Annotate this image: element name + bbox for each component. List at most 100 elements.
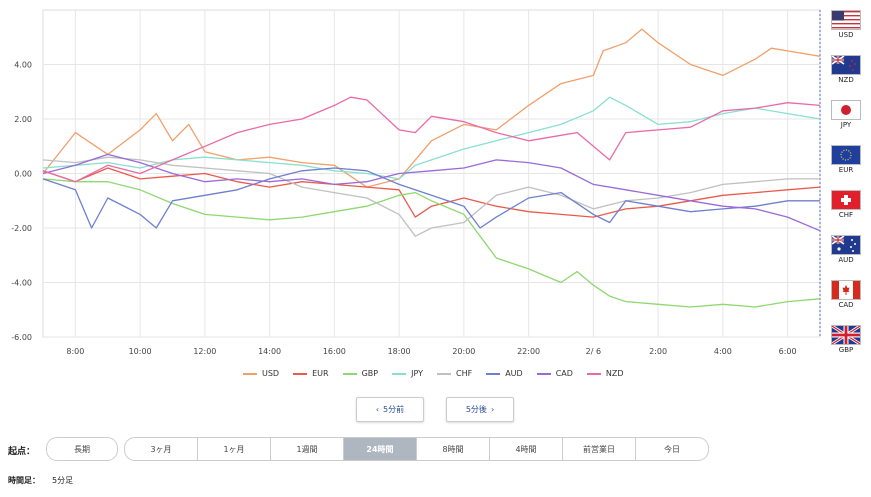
range-button-1[interactable]: 1ヶ月 [198,437,271,461]
prev-5min-label: 5分前 [383,405,405,414]
legend-label: CHF [455,369,473,378]
y-tick-label: 2.00 [14,115,32,124]
flag-label: EUR [838,166,854,174]
legend-item-nzd[interactable]: NZD [586,369,624,378]
legend-swatch [536,372,551,375]
chevron-right-icon: › [490,405,495,414]
range-button-5[interactable]: 4時間 [490,437,563,461]
legend-swatch [586,372,601,375]
flag-item-nzd[interactable]: NZD [830,55,862,85]
x-tick-label: 10:00 [129,347,152,356]
legend-label: USD [262,369,280,378]
y-tick-label: -6.00 [11,333,32,342]
legend-item-chf[interactable]: CHF [436,369,473,378]
flag-item-jpy[interactable]: JPY [830,100,862,130]
x-tick-label: 6:00 [779,347,797,356]
ch-flag-icon [830,190,862,210]
flag-label: USD [838,31,854,39]
range-button-label: 1ヶ月 [223,444,245,454]
x-tick-label: 16:00 [323,347,346,356]
x-tick-label: 12:00 [193,347,216,356]
y-axis: 4.00 2.00 0.00 -2.00 -4.00 -6.00 [11,61,32,343]
range-button-label: 3ヶ月 [150,444,172,454]
x-tick-label: 8:00 [66,347,84,356]
range-button-2[interactable]: 1週間 [271,437,344,461]
range-button-4[interactable]: 8時間 [417,437,490,461]
y-tick-label: -4.00 [11,279,32,288]
jp-flag-icon [830,100,862,120]
range-long-term-button[interactable]: 長期 [46,437,118,461]
x-axis: 8:00 10:00 12:00 14:00 16:00 18:00 20:00 22:00 2… [66,347,796,356]
timeframe: 時間足： 5分足 [8,475,73,486]
series-line-cad [42,153,821,232]
range-button-label: 1週間 [296,444,318,454]
legend-label: AUD [505,369,523,378]
next-5min-label: 5分後 [465,405,487,414]
currency-strength-chart: 4.00 2.00 0.00 -2.00 -4.00 -6.00 8:00 10:00 12:… [11,9,821,356]
range-button-label: 24時間 [366,444,394,454]
x-tick-label: 2/ 6 [586,347,601,356]
legend-swatch [486,372,501,375]
flag-item-eur[interactable]: EUR [830,145,862,175]
timeframe-label: 時間足： [8,476,40,485]
x-tick-label: 22:00 [517,347,540,356]
series-line-chf [42,156,820,237]
series-line-jpy [42,96,821,180]
flag-label: GBP [838,346,854,354]
au-flag-icon [830,235,862,255]
series-line-aud [42,167,820,229]
series-line-nzd [42,96,821,183]
legend-label: CAD [555,369,573,378]
nz-flag-icon [830,55,862,75]
range-button-6[interactable]: 前営業日 [563,437,636,461]
x-tick-label: 2:00 [649,347,667,356]
legend-label: GBP [361,369,379,378]
gb-flag-icon [830,325,862,345]
legend-label: EUR [312,369,329,378]
flag-label: NZD [838,76,854,84]
legend-item-cad[interactable]: CAD [536,369,573,378]
legend-swatch [293,372,308,375]
y-tick-label: 0.00 [14,170,32,179]
y-tick-label: -2.00 [11,224,32,233]
flag-item-chf[interactable]: CHF [830,190,862,220]
range-button-label: 8時間 [442,444,464,454]
legend-item-gbp[interactable]: GBP [342,369,379,378]
legend-item-jpy[interactable]: JPY [392,369,423,378]
legend-swatch [436,372,451,375]
legend-item-aud[interactable]: AUD [486,369,523,378]
x-tick-label: 20:00 [452,347,475,356]
timeframe-value: 5分足 [52,476,74,485]
legend-item-eur[interactable]: EUR [293,369,329,378]
range-button-7[interactable]: 今日 [636,437,709,461]
legend-label: NZD [605,369,624,378]
legend-item-usd[interactable]: USD [243,369,279,378]
range-selector: 3ヶ月 1ヶ月 1週間 24時間 8時間 4時間 前営業日 今日 [124,437,709,461]
flag-item-gbp[interactable]: GBP [830,325,862,355]
x-tick-label: 18:00 [388,347,411,356]
flag-label: CHF [838,211,854,219]
range-button-0[interactable]: 3ヶ月 [124,437,198,461]
range-long-term-label: 長期 [74,444,90,454]
range-button-3[interactable]: 24時間 [344,437,417,461]
range-button-label: 今日 [664,444,680,454]
series-line-eur [42,167,821,218]
ca-flag-icon [830,280,862,300]
legend-swatch [392,372,407,375]
next-5min-button[interactable]: 5分後 › [446,397,514,422]
flag-label: AUD [838,256,854,264]
y-tick-label: 4.00 [14,61,32,70]
flag-item-usd[interactable]: USD [830,10,862,40]
chart-grid [42,9,821,338]
prev-5min-button[interactable]: ‹ 5分前 [356,397,424,422]
eu-flag-icon [830,145,862,165]
x-tick-label: 4:00 [714,347,732,356]
series-line-usd [42,28,821,188]
chevron-left-icon: ‹ [375,405,380,414]
series-line-gbp [42,178,821,308]
flag-item-cad[interactable]: CAD [830,280,862,310]
x-tick-label: 14:00 [258,347,281,356]
flag-item-aud[interactable]: AUD [830,235,862,265]
legend-swatch [342,372,357,375]
chart-series [42,28,821,308]
